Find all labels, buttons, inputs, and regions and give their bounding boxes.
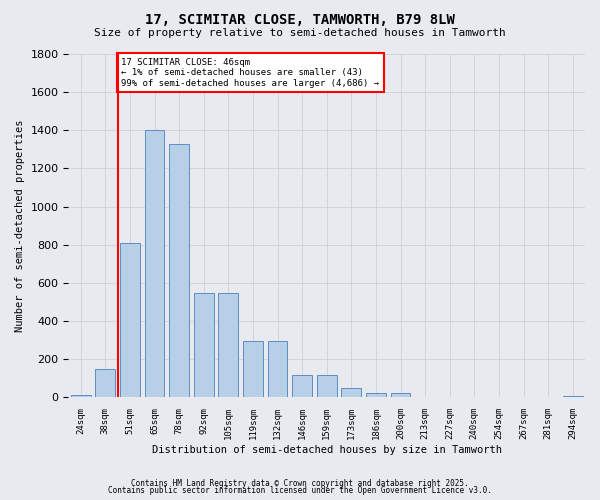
Text: 17, SCIMITAR CLOSE, TAMWORTH, B79 8LW: 17, SCIMITAR CLOSE, TAMWORTH, B79 8LW xyxy=(145,12,455,26)
Text: 17 SCIMITAR CLOSE: 46sqm
← 1% of semi-detached houses are smaller (43)
99% of se: 17 SCIMITAR CLOSE: 46sqm ← 1% of semi-de… xyxy=(121,58,379,88)
Bar xyxy=(268,341,287,398)
Bar xyxy=(563,396,583,398)
Bar xyxy=(464,396,484,398)
Bar xyxy=(145,130,164,398)
Bar xyxy=(317,374,337,398)
Text: Size of property relative to semi-detached houses in Tamworth: Size of property relative to semi-detach… xyxy=(94,28,506,38)
Bar xyxy=(440,396,460,398)
Text: Contains public sector information licensed under the Open Government Licence v3: Contains public sector information licen… xyxy=(108,486,492,495)
Bar xyxy=(218,292,238,398)
X-axis label: Distribution of semi-detached houses by size in Tamworth: Distribution of semi-detached houses by … xyxy=(152,445,502,455)
Bar xyxy=(366,392,386,398)
Y-axis label: Number of semi-detached properties: Number of semi-detached properties xyxy=(15,120,25,332)
Bar xyxy=(415,396,435,398)
Bar xyxy=(71,394,91,398)
Bar xyxy=(341,388,361,398)
Bar xyxy=(194,292,214,398)
Bar xyxy=(292,374,312,398)
Bar xyxy=(391,392,410,398)
Bar xyxy=(169,144,189,398)
Text: Contains HM Land Registry data © Crown copyright and database right 2025.: Contains HM Land Registry data © Crown c… xyxy=(131,478,469,488)
Bar xyxy=(95,369,115,398)
Bar xyxy=(243,341,263,398)
Bar xyxy=(120,243,140,398)
